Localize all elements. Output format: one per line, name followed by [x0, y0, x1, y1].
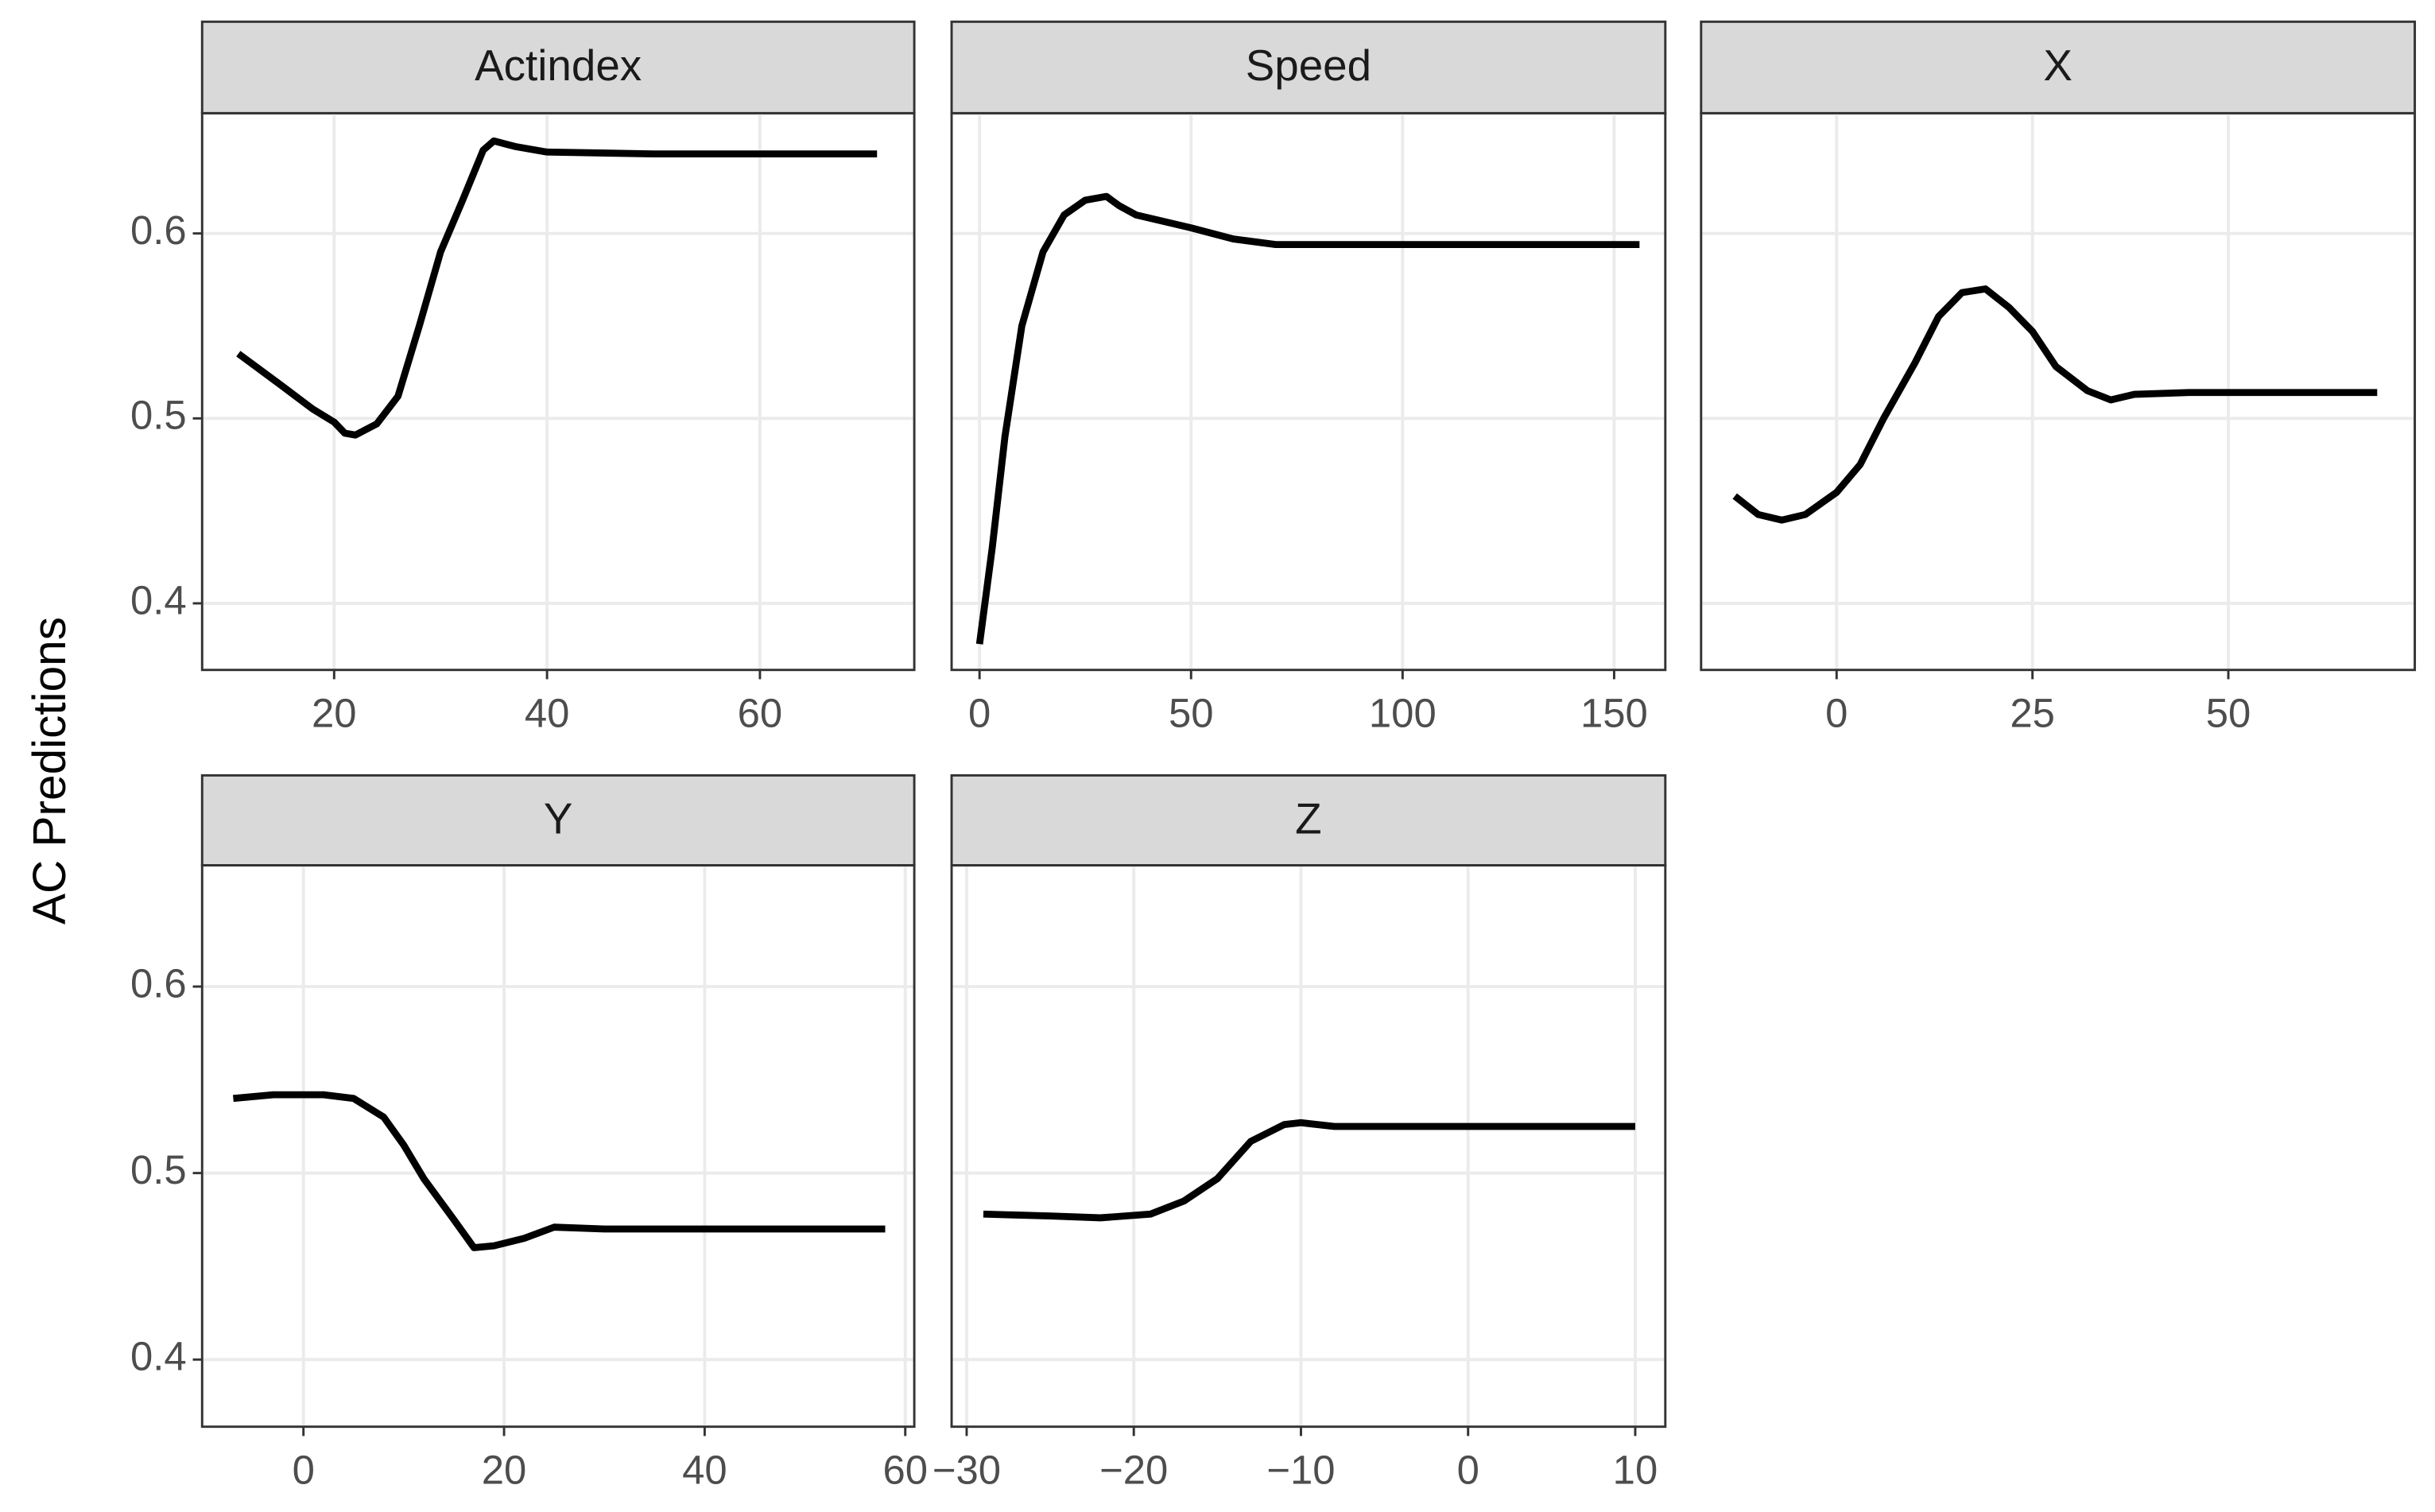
line-series: [983, 1118, 1635, 1222]
strip-background: [1700, 20, 2417, 114]
x-tick-label: −30: [933, 1448, 1001, 1493]
x-tick-label: −10: [1266, 1448, 1335, 1493]
y-tick-label: 0.6: [130, 960, 187, 1006]
x-tick-label: 0: [1825, 691, 1848, 736]
panel-border: [200, 111, 916, 672]
x-tick-label: 25: [2010, 691, 2055, 736]
panel-border: [1700, 111, 2417, 672]
panel-border: [950, 111, 1667, 672]
x-tick-label: 0: [1457, 1448, 1479, 1493]
x-tick-label: 20: [482, 1448, 527, 1493]
y-tick-label: 0.4: [130, 577, 187, 622]
strip-background: [200, 20, 916, 114]
x-tick-label: 100: [1369, 691, 1437, 736]
x-tick-label: 0: [293, 1448, 315, 1493]
x-tick-label: 40: [682, 1448, 727, 1493]
x-tick-label: −20: [1099, 1448, 1168, 1493]
x-tick-label: 50: [2206, 691, 2251, 736]
line-series: [232, 1091, 886, 1251]
y-axis-label: AC Predictions: [24, 617, 76, 925]
x-tick-label: 40: [525, 691, 570, 736]
line-series: [1732, 285, 2378, 524]
y-tick-label: 0.4: [130, 1334, 187, 1379]
panel-border: [950, 864, 1667, 1429]
x-tick-label: 60: [738, 691, 783, 736]
panel-border: [200, 864, 916, 1429]
x-tick-label: 10: [1613, 1448, 1658, 1493]
strip-title: Z: [1295, 793, 1321, 843]
x-tick-label: 150: [1580, 691, 1648, 736]
x-tick-label: 0: [968, 691, 991, 736]
strip-title: Actindex: [475, 41, 642, 90]
y-tick-label: 0.5: [130, 393, 187, 438]
line-series: [236, 137, 878, 439]
x-tick-label: 50: [1169, 691, 1214, 736]
y-tick-label: 0.5: [130, 1147, 187, 1192]
strip-title: Speed: [1246, 41, 1371, 90]
line-series: [975, 192, 1640, 645]
strip-title: Y: [544, 793, 573, 843]
x-tick-label: 20: [312, 691, 357, 736]
y-tick-label: 0.6: [130, 207, 187, 253]
x-tick-label: 60: [882, 1448, 928, 1493]
strip-title: X: [2043, 41, 2072, 90]
